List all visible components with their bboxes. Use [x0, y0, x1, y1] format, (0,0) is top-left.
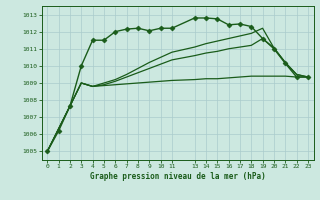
X-axis label: Graphe pression niveau de la mer (hPa): Graphe pression niveau de la mer (hPa)	[90, 172, 266, 181]
